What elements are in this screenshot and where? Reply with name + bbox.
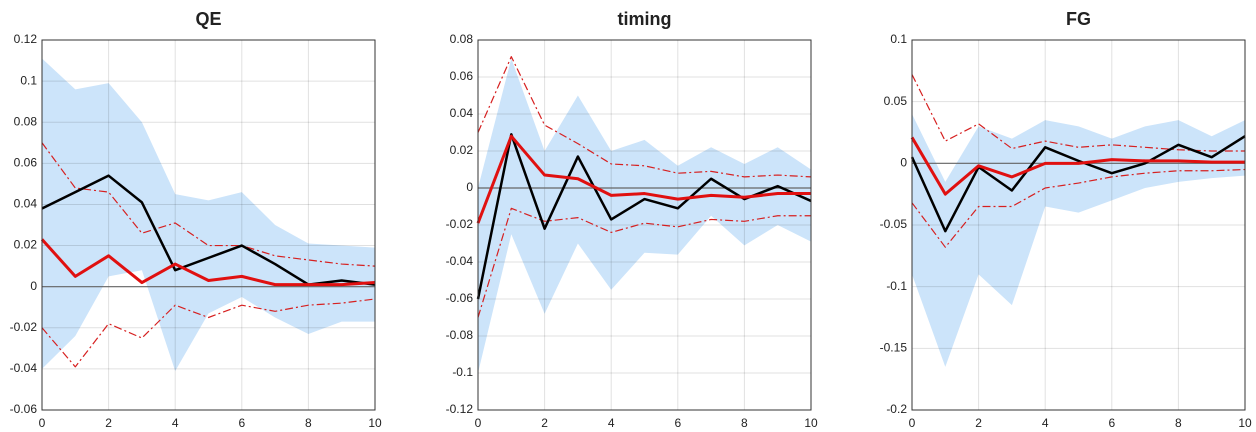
y-tick-label: -0.12 <box>446 402 474 416</box>
chart-title: FG <box>1066 9 1091 29</box>
y-tick-label: 0.02 <box>450 143 474 157</box>
y-tick-label: 0.02 <box>14 238 38 252</box>
plot-frame <box>477 39 812 411</box>
x-tick-label: 4 <box>608 416 615 430</box>
confidence-band <box>912 114 1245 367</box>
y-tick-label: 0.04 <box>14 197 38 211</box>
y-tick-label: -0.2 <box>886 402 907 416</box>
x-tick-label: 6 <box>674 416 681 430</box>
y-tick-label: 0.06 <box>14 156 38 170</box>
y-tick-label: 0.05 <box>884 94 908 108</box>
y-tick-label: -0.04 <box>10 361 38 375</box>
x-tick-label: 0 <box>475 416 482 430</box>
x-tick-label: 0 <box>909 416 916 430</box>
x-tick-label: 8 <box>741 416 748 430</box>
x-tick-label: 10 <box>804 416 818 430</box>
y-tick-label: 0 <box>30 279 37 293</box>
y-tick-label: 0.1 <box>20 73 37 87</box>
y-tick-label: -0.06 <box>10 402 38 416</box>
x-tick-label: 8 <box>305 416 312 430</box>
y-tick-label: 0.1 <box>890 32 907 46</box>
y-tick-label: -0.15 <box>880 341 908 355</box>
x-tick-label: 10 <box>368 416 382 430</box>
y-tick-label: -0.02 <box>446 217 474 231</box>
line <box>40 238 376 287</box>
y-tick-label: 0 <box>466 180 473 194</box>
y-tick-label: 0.06 <box>450 69 474 83</box>
y-tick-label: 0 <box>900 156 907 170</box>
x-tick-label: 4 <box>172 416 179 430</box>
y-tick-label: 0.08 <box>450 32 474 46</box>
x-tick-label: 2 <box>975 416 982 430</box>
y-tick-label: 0.04 <box>450 106 474 120</box>
y-tick-label: -0.05 <box>880 217 908 231</box>
confidence-band <box>42 58 375 371</box>
confidence-band <box>478 58 811 373</box>
x-tick-label: 8 <box>1175 416 1182 430</box>
y-tick-label: -0.02 <box>10 320 38 334</box>
x-tick-label: 4 <box>1042 416 1049 430</box>
plot-frame <box>911 39 1246 411</box>
y-tick-label: -0.06 <box>446 291 474 305</box>
y-tick-label: -0.04 <box>446 254 474 268</box>
y-tick-label: -0.1 <box>886 279 907 293</box>
line <box>477 56 812 178</box>
line <box>910 135 1246 233</box>
x-tick-label: 6 <box>1108 416 1115 430</box>
x-tick-label: 10 <box>1238 416 1252 430</box>
line <box>910 136 1245 196</box>
x-tick-label: 2 <box>541 416 548 430</box>
y-tick-label: -0.1 <box>452 365 473 379</box>
plot-frame <box>41 39 376 411</box>
chart-title: timing <box>618 9 672 29</box>
x-tick-label: 6 <box>238 416 245 430</box>
x-tick-label: 2 <box>105 416 112 430</box>
line <box>476 134 811 224</box>
line <box>41 298 376 368</box>
x-tick-label: 0 <box>39 416 46 430</box>
chart-title: QE <box>195 9 221 29</box>
y-tick-label: 0.08 <box>14 114 38 128</box>
line <box>911 168 1246 248</box>
y-tick-label: -0.08 <box>446 328 474 342</box>
y-tick-label: 0.12 <box>14 32 38 46</box>
